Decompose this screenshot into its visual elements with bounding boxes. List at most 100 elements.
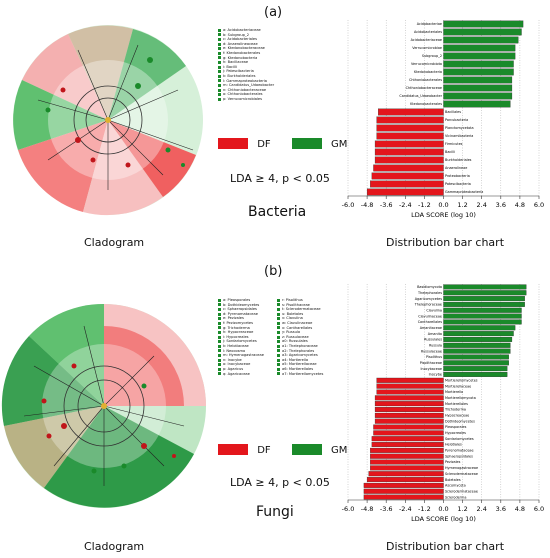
- clade-legend-item: w: Clavulinaceae: [277, 321, 336, 326]
- clade-legend-label: a: Acidobacteriaceae: [223, 28, 261, 32]
- x-tick-label: -6.0: [342, 201, 355, 209]
- clade-legend-label: h: Hypocreaceae: [223, 330, 254, 335]
- bar-label: Chthoniobacterales: [409, 78, 442, 82]
- clade-swatch: [218, 307, 221, 311]
- bar-label: Scleroderma: [445, 495, 466, 499]
- x-tick-label: 4.8: [515, 201, 525, 209]
- bar-label: Pisolithaceae: [420, 361, 442, 365]
- bacteria-bar-caption: Distribution bar chart: [386, 236, 505, 249]
- clade-legend-label: t: Sclerodermataceae: [282, 307, 321, 312]
- bar: [373, 424, 444, 430]
- bar: [443, 319, 522, 325]
- bar-label: Inocybaceae: [421, 367, 442, 371]
- bar: [378, 108, 444, 116]
- clade-legend-label: u: Boletales: [282, 311, 304, 316]
- bar-label: Mortierellales: [445, 402, 468, 406]
- bar-label: Verrucomicrobiae: [412, 46, 442, 50]
- gm-swatch: [291, 444, 322, 455]
- bar-label: Acidobacteriaceae: [411, 38, 442, 42]
- bar: [374, 418, 444, 424]
- clade-legend-label: p: Agaricus: [223, 366, 244, 371]
- bar-label: Mortierellomycota: [445, 396, 476, 400]
- x-tick-label: 0.0: [438, 505, 448, 513]
- fungi-clade-legend: a: Pleosporales b: Dothideomycetes c: Spha…: [218, 298, 336, 376]
- fungi-bar-caption: Distribution bar chart: [386, 540, 505, 553]
- bar: [376, 383, 444, 389]
- clade-legend-item: b: Dothideomycetes: [218, 303, 277, 308]
- bar: [443, 336, 513, 342]
- bar: [443, 284, 527, 290]
- clade-swatch: [277, 340, 280, 344]
- bar: [443, 52, 516, 60]
- clade-legend-item: e: Ktedonobacteraceae: [218, 46, 288, 51]
- clade-swatch: [277, 335, 280, 339]
- bar-label: Russulales: [424, 338, 442, 342]
- bar: [374, 140, 444, 148]
- clade-legend-label: i: Hypocreales: [223, 334, 249, 339]
- clade-swatch: [218, 47, 221, 51]
- clade-legend-item: c: Sphaeropsidales: [218, 307, 277, 312]
- gm-swatch: [291, 138, 322, 149]
- bar: [363, 482, 444, 488]
- clade-legend-label: p: Verrucomicrobiales: [223, 96, 263, 101]
- clade-legend-label: d: Anaerolineaceae: [223, 41, 258, 46]
- clade-legend-label: l: Neocosmo: [223, 348, 246, 353]
- bar-label: Helotiales: [445, 443, 462, 447]
- clade-legend-label: c: Sphaeropsidales: [223, 307, 257, 312]
- clade-legend-label: j: Patescibacteria: [223, 69, 254, 74]
- x-tick-label: -1.2: [418, 201, 431, 209]
- bar: [370, 180, 444, 188]
- clade-swatch: [218, 97, 221, 101]
- bar: [443, 296, 525, 302]
- clade-legend-item: a7: Mortierellomycetes: [277, 372, 336, 377]
- bacteria-legend: DF GM: [218, 138, 347, 150]
- clade-legend-item: s: Pisolithaceae: [277, 303, 336, 308]
- bar: [443, 342, 511, 348]
- clade-swatch: [218, 372, 221, 376]
- clade-swatch: [277, 358, 280, 362]
- bar: [443, 28, 522, 36]
- clade-legend-item: a4: Mortierella: [277, 358, 336, 363]
- bar: [374, 148, 444, 156]
- bar: [374, 401, 444, 407]
- clade-legend-label: i: Bacilli: [223, 64, 237, 69]
- panel-label-b: (b): [264, 264, 283, 279]
- bar: [443, 20, 524, 28]
- bar: [443, 301, 525, 307]
- clade-legend-item: n: Chthoniobacteraceae: [218, 88, 288, 93]
- x-tick-label: 1.2: [457, 505, 467, 513]
- bar-label: Bacilli: [445, 150, 455, 154]
- clade-legend-label: w: Clavulinaceae: [282, 320, 313, 325]
- bar-label: Thelephoraceae: [414, 303, 442, 307]
- clade-legend-item: y: Russula: [277, 330, 336, 335]
- bacteria-bar-chart: -6.0 -4.8 -3.6 -2.4 -1.2 0.0 1.2 2.4 3.6 4.8 6.0 LD…: [342, 20, 544, 219]
- x-axis-label: LDA SCORE (log 10): [411, 515, 476, 523]
- clade-legend-item: z: Russulaceae: [277, 335, 336, 340]
- clade-legend-item: p: Verrucomicrobiales: [218, 97, 288, 102]
- clade-legend-label: a2: Thelephorales: [282, 348, 315, 353]
- clade-swatch: [218, 312, 221, 316]
- clade-legend-label: m: Hymenogastraceae: [223, 353, 264, 358]
- clade-swatch: [277, 344, 280, 348]
- bar: [374, 395, 444, 401]
- clade-swatch: [218, 326, 221, 330]
- clade-legend-item: a6: Mortierellales: [277, 367, 336, 372]
- bar-label: Sclerodermataceae: [445, 472, 478, 476]
- x-tick-label: 2.4: [477, 505, 487, 513]
- clade-legend-label: h: Bacillaceae: [223, 60, 249, 65]
- x-tick-label: 1.2: [457, 201, 467, 209]
- clade-swatch: [218, 353, 221, 357]
- x-tick-label: 4.8: [515, 505, 525, 513]
- clade-legend-item: d: Pyrenomataceae: [218, 312, 277, 317]
- x-tick-label: -2.4: [399, 201, 412, 209]
- clade-legend-item: x: Cantharellales: [277, 326, 336, 331]
- bar: [443, 36, 519, 44]
- bar-label: Chthoniobacteraceae: [406, 86, 442, 90]
- clade-swatch: [277, 349, 280, 353]
- clade-swatch: [218, 358, 221, 362]
- clade-swatch: [277, 307, 280, 311]
- bar-label: Parcubacteria: [445, 118, 468, 122]
- bar: [443, 290, 527, 296]
- clade-legend-label: z: Russulaceae: [282, 334, 309, 339]
- clade-legend-label: a7: Mortierellomycetes: [282, 371, 324, 376]
